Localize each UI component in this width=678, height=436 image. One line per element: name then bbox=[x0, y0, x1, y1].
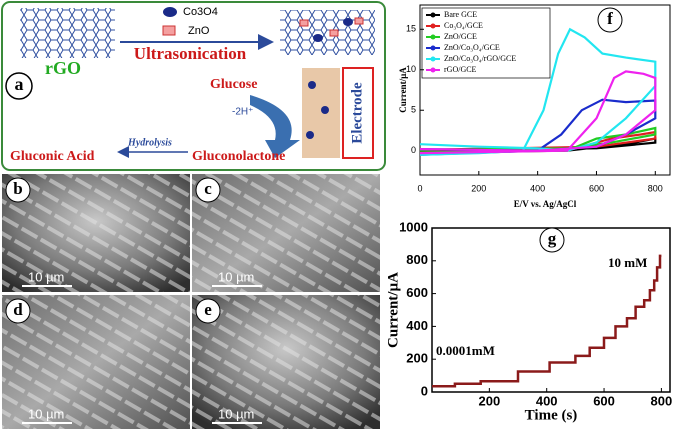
particle bbox=[306, 131, 314, 139]
legend-label: rGO/GCE bbox=[444, 65, 477, 74]
panel-label: e bbox=[204, 300, 212, 319]
legend-label: ZnO/Co₃O₄/GCE bbox=[444, 43, 500, 52]
legend-marker bbox=[430, 67, 436, 73]
x-tick-label: 800 bbox=[648, 183, 663, 193]
panel-badge bbox=[5, 298, 31, 324]
scale-label: 10 µm bbox=[218, 269, 254, 284]
y-tick-label: 600 bbox=[406, 285, 428, 300]
particle bbox=[321, 106, 329, 114]
x-tick-label: 800 bbox=[651, 393, 673, 408]
annotation: 10 mM bbox=[608, 255, 647, 270]
x-tick-label: 600 bbox=[593, 393, 615, 408]
zno-icon bbox=[162, 25, 176, 36]
particle bbox=[308, 81, 316, 89]
hydrolysis-label: Hydrolysis bbox=[127, 137, 172, 148]
panel-label: d bbox=[13, 300, 23, 319]
reaction-arrow bbox=[250, 95, 300, 158]
sem-texture bbox=[2, 174, 190, 292]
legend-label: ZnO/GCE bbox=[444, 32, 477, 41]
y-tick-label: 0 bbox=[411, 145, 416, 155]
x-tick-label: 200 bbox=[471, 183, 486, 193]
panel-badge bbox=[597, 7, 623, 33]
y-tick-label: 200 bbox=[406, 351, 428, 366]
electrode-box bbox=[342, 67, 374, 159]
panel-label: g bbox=[548, 229, 557, 248]
y-axis-label: Current/µA bbox=[398, 67, 408, 113]
x-tick-label: 0 bbox=[417, 183, 422, 193]
reactant-label: Glucose bbox=[210, 77, 257, 92]
sem-texture bbox=[192, 174, 380, 292]
plot-frame bbox=[431, 227, 671, 393]
panel-badge bbox=[195, 298, 221, 324]
y-tick-label: 5 bbox=[411, 105, 416, 115]
series-line bbox=[419, 70, 657, 155]
x-tick-label: 600 bbox=[589, 183, 604, 193]
legend-marker bbox=[430, 45, 436, 51]
legend-marker bbox=[430, 12, 436, 18]
legend-label: Bare GCE bbox=[444, 10, 477, 19]
panel-label: b bbox=[13, 179, 22, 198]
co3o4-icon bbox=[343, 18, 353, 26]
legend-box bbox=[421, 7, 551, 79]
panel-badge bbox=[195, 177, 221, 203]
zno-label: ZnO bbox=[188, 25, 210, 37]
legend-marker bbox=[430, 56, 436, 62]
y-tick-label: 800 bbox=[406, 252, 428, 267]
zno-icon bbox=[354, 17, 364, 25]
legend-label: ZnO/Co₃O₄/rGO/GCE bbox=[444, 54, 516, 63]
x-axis-label: E/V vs. Ag/AgCl bbox=[514, 199, 577, 209]
co3o4-label: Co3O4 bbox=[183, 6, 218, 18]
x-tick-label: 400 bbox=[536, 393, 558, 408]
composite-sheet bbox=[280, 10, 375, 55]
sem-texture bbox=[2, 295, 190, 429]
y-tick-label: 10 bbox=[406, 64, 416, 74]
zno-icon bbox=[299, 19, 309, 27]
scale-label: 10 µm bbox=[218, 406, 254, 421]
x-tick-label: 400 bbox=[530, 183, 545, 193]
scale-label: 10 µm bbox=[28, 269, 64, 284]
panel-badge bbox=[539, 227, 565, 253]
co3o4-icon bbox=[313, 34, 323, 42]
micrographs: b 10 µm c 10 µm d 10 µm e 10 µm bbox=[2, 174, 380, 429]
panel-label: c bbox=[204, 179, 212, 198]
annotation: 0.0001mM bbox=[436, 343, 495, 358]
panel-badge bbox=[5, 72, 33, 100]
legend-marker bbox=[430, 34, 436, 40]
product-label: Gluconic Acid bbox=[10, 149, 95, 164]
y-tick-label: 400 bbox=[406, 318, 428, 333]
y-tick-label: 1000 bbox=[399, 219, 428, 234]
panel-badge bbox=[5, 177, 31, 203]
series-line bbox=[432, 254, 662, 388]
charts: 0 200 400 600 800 0 5 10 15 E/V vs. Ag/AgCl Curren… bbox=[385, 4, 673, 423]
intermediate-label: Gluconolactone bbox=[192, 149, 285, 164]
panel-label: a bbox=[15, 74, 24, 94]
y-tick-label: 0 bbox=[421, 383, 428, 398]
x-axis-label: Time (s) bbox=[525, 407, 578, 423]
rgo-sheet bbox=[20, 8, 115, 58]
process-label: Ultrasonication bbox=[134, 44, 247, 63]
electrode-surface bbox=[302, 68, 340, 158]
scale-label: 10 µm bbox=[28, 406, 64, 421]
y-axis-label: Current/µA bbox=[385, 272, 401, 348]
zno-icon bbox=[329, 29, 339, 37]
sem-texture bbox=[192, 295, 380, 429]
x-tick-label: 200 bbox=[478, 393, 500, 408]
legend-label: Co₃O₄/GCE bbox=[444, 21, 483, 30]
electrode-label: Electrode bbox=[349, 82, 365, 144]
y-tick-label: 15 bbox=[406, 24, 416, 34]
co3o4-icon bbox=[163, 7, 177, 17]
rgo-label: rGO bbox=[45, 58, 81, 78]
panel-label: f bbox=[607, 9, 613, 28]
proton-label: -2H⁺ bbox=[232, 107, 253, 118]
plot-frame bbox=[419, 4, 671, 176]
legend-marker bbox=[430, 23, 436, 29]
